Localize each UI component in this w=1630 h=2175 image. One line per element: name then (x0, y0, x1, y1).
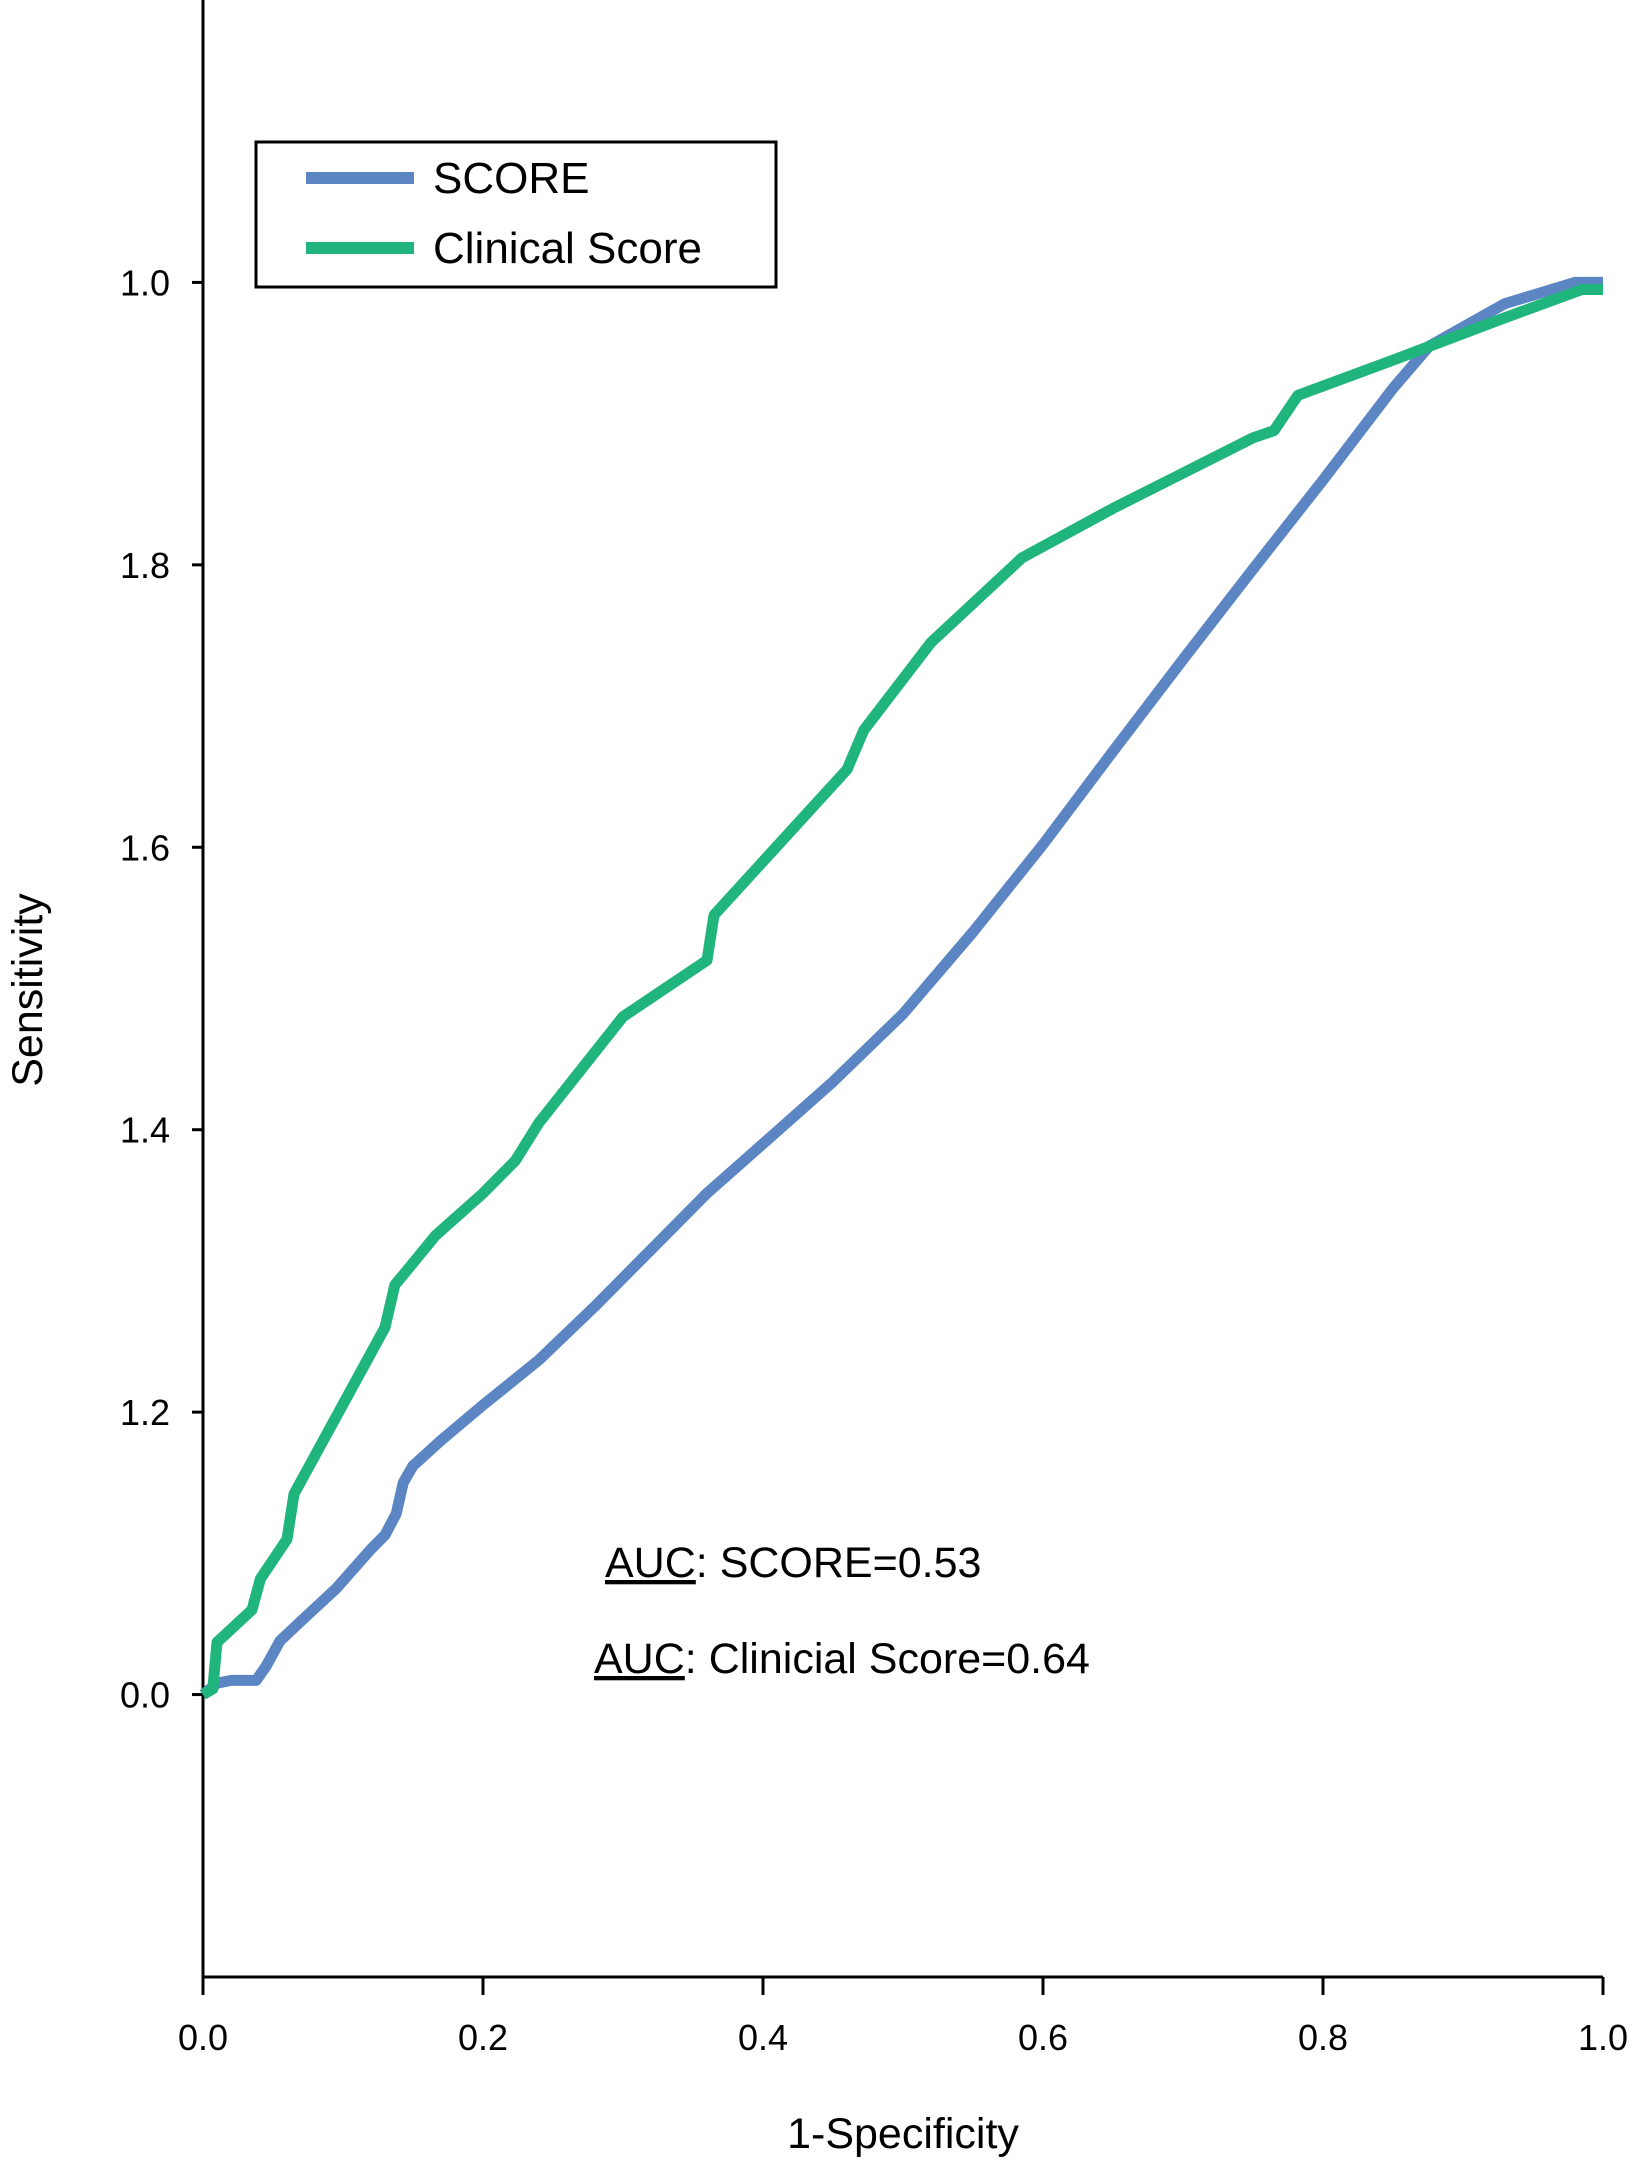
x-axis-title: 1-Specificity (787, 2110, 1019, 2158)
y-tick-label: 1.6 (120, 827, 170, 868)
auc-prefix: AUC (594, 1635, 685, 1683)
x-tick-label: 0.6 (1018, 2017, 1068, 2058)
series-lines (199, 276, 1603, 1700)
y-axis-title: Sensitivity (4, 893, 52, 1087)
y-tick-label: 1.4 (120, 1110, 170, 1151)
y-tick-label: 1.0 (120, 262, 170, 303)
legend-label-clinical-score: Clinical Score (433, 224, 702, 273)
series-line-clinical-score (200, 284, 1603, 1700)
x-tick-label: 0.2 (458, 2017, 508, 2058)
legend: SCORE Clinical Score (254, 140, 778, 289)
x-ticks: 0.0 0.2 0.4 0.6 0.8 1.0 (178, 1977, 1628, 2058)
series-line-score (199, 276, 1603, 1699)
x-tick-label: 0.8 (1298, 2017, 1348, 2058)
y-tick-label: 1.2 (120, 1392, 170, 1433)
y-tick-label: 1.8 (120, 545, 170, 586)
plot-area (201, 0, 1603, 1979)
legend-label-score: SCORE (433, 154, 589, 203)
y-ticks: 0.0 1.2 1.4 1.6 1.8 1.0 (120, 262, 203, 1716)
x-tick-label: 1.0 (1578, 2017, 1628, 2058)
auc-prefix: AUC (605, 1539, 696, 1587)
auc-annotation-clinical-score: AUC: Clinicial Score=0.64 (594, 1635, 1090, 1683)
legend-box (254, 140, 778, 289)
auc-annotations: AUC: SCORE=0.53 AUC: Clinicial Score=0.6… (594, 1539, 1090, 1683)
auc-text: : SCORE=0.53 (696, 1539, 982, 1587)
x-tick-label: 0.4 (738, 2017, 788, 2058)
x-tick-label: 0.0 (178, 2017, 228, 2058)
y-tick-label: 0.0 (120, 1675, 170, 1716)
auc-annotation-score: AUC: SCORE=0.53 (605, 1539, 981, 1587)
auc-text: : Clinicial Score=0.64 (685, 1635, 1090, 1683)
